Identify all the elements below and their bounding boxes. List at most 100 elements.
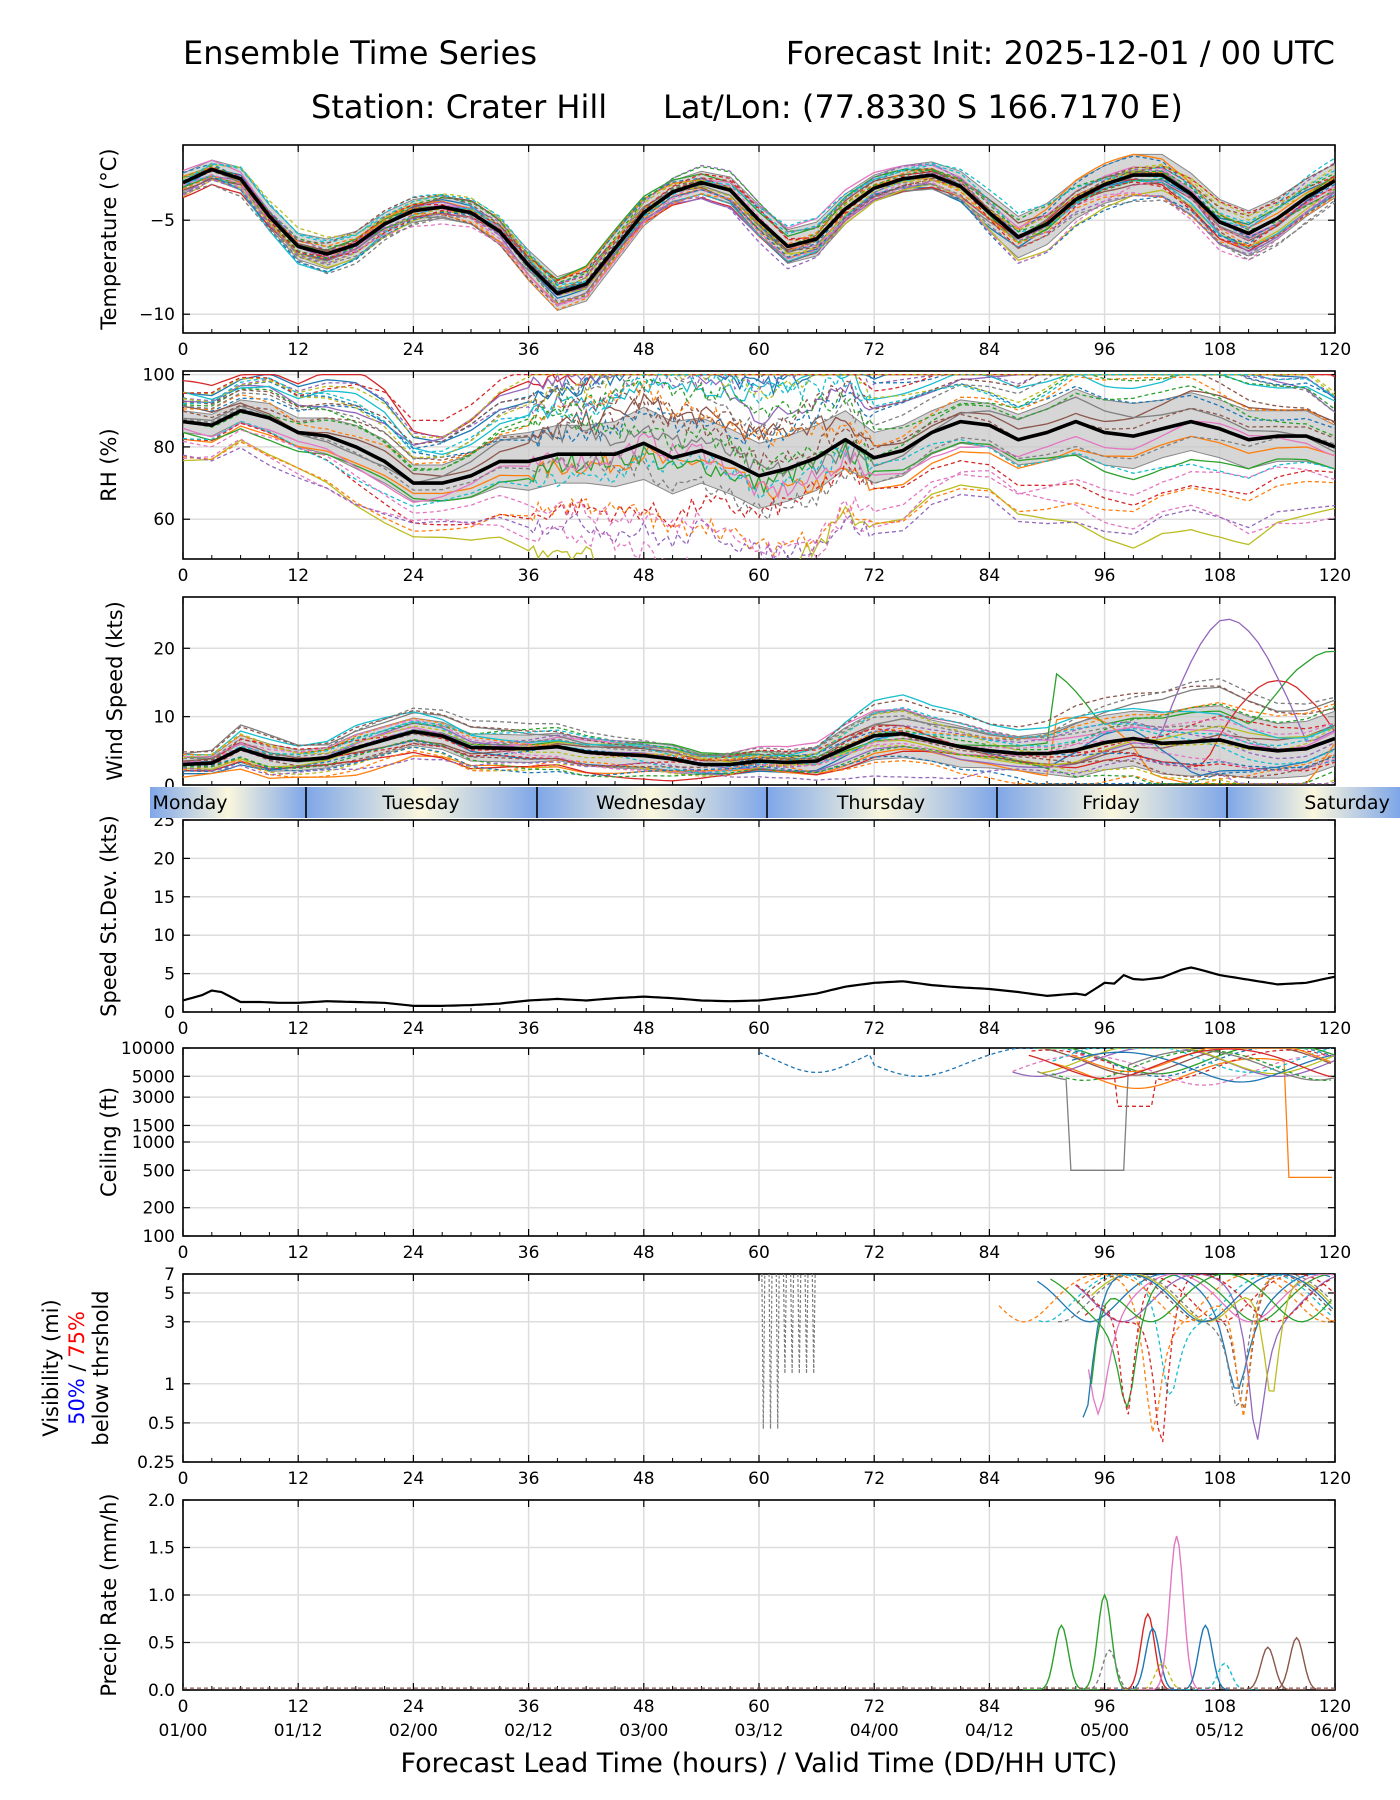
member-line — [998, 1274, 1335, 1433]
x-tick-label: 24 — [403, 566, 425, 586]
member-line — [1031, 1049, 1335, 1107]
x-tick-label: 84 — [979, 1019, 1001, 1039]
x-tick-label: 96 — [1094, 1469, 1116, 1489]
member-line — [183, 385, 1335, 474]
x-tick-label: 72 — [863, 1243, 885, 1263]
plot-area — [183, 153, 1335, 312]
member-line — [183, 373, 1335, 450]
x-tick-label: 108 — [1204, 1697, 1236, 1717]
valid-time-label: 06/00 — [1311, 1721, 1360, 1741]
member-line — [758, 1048, 1335, 1077]
x-tick-label: 120 — [1319, 1697, 1351, 1717]
member-line — [1050, 1274, 1334, 1410]
y-tick-label: 100 — [143, 1227, 175, 1247]
plot-area — [758, 1048, 1335, 1179]
precip-peak-line — [1109, 1612, 1187, 1690]
plot-area — [183, 618, 1335, 785]
precip-peak-line — [1138, 1535, 1215, 1690]
x-tick-label: 12 — [287, 1243, 309, 1263]
x-tick-label: 96 — [1094, 1697, 1116, 1717]
std-dev-line — [182, 966, 1336, 1008]
member-line — [183, 171, 1335, 297]
member-line — [183, 757, 1335, 785]
x-tick-label: 48 — [633, 340, 655, 360]
member-line — [183, 718, 1335, 766]
member-line — [797, 1274, 802, 1374]
member-line — [1084, 1274, 1335, 1417]
x-tick-label: 24 — [403, 1469, 425, 1489]
member-line — [1082, 1274, 1334, 1418]
member-line — [183, 407, 1335, 521]
x-tick-label: 72 — [863, 566, 885, 586]
member-line — [811, 1274, 816, 1374]
x-tick-label: 12 — [287, 1697, 309, 1717]
y-tick-label: 10 — [153, 708, 175, 728]
title-left: Ensemble Time Series — [183, 34, 537, 72]
y-tick-label: 5 — [164, 1284, 175, 1304]
precip-peak-line — [1114, 1627, 1191, 1690]
x-tick-label: 36 — [518, 1697, 540, 1717]
y-tick-label: 500 — [143, 1161, 175, 1181]
x-tick-label: 72 — [863, 1697, 885, 1717]
day-cell — [1227, 787, 1400, 818]
member-line — [183, 707, 1335, 768]
y-axis-label: RH (%) — [97, 428, 121, 501]
member-line — [1075, 1274, 1332, 1443]
member-line — [1036, 1048, 1335, 1075]
member-line — [183, 167, 1335, 291]
day-label-friday: Friday — [1082, 792, 1140, 814]
member-line — [183, 175, 1335, 292]
x-tick-label: 60 — [748, 1243, 770, 1263]
x-tick-label: 24 — [403, 1019, 425, 1039]
member-line — [1052, 1049, 1331, 1082]
member-line — [1037, 1274, 1331, 1390]
y-axis-label: Temperature (°C) — [97, 148, 121, 330]
day-cell — [767, 787, 997, 818]
panel-precip_rate: 0.0 0.5 1.0 1.5 2.0 Precip Rate (mm/h) — [97, 1491, 1336, 1701]
threshold-separator: / — [65, 1358, 89, 1378]
member-line — [183, 715, 1335, 766]
member-line — [183, 163, 1335, 289]
x-tick-label: 12 — [287, 1469, 309, 1489]
x-tick-label: 108 — [1204, 340, 1236, 360]
station-latlon: Lat/Lon: (77.8330 S 166.7170 E) — [663, 88, 1183, 126]
y-tick-label: 0.25 — [137, 1453, 175, 1473]
y-tick-label: 10000 — [121, 1039, 175, 1059]
member-line — [183, 161, 1335, 284]
day-cell — [306, 787, 537, 818]
valid-time-label: 04/00 — [850, 1721, 899, 1741]
y-tick-label: 10 — [153, 926, 175, 946]
member-line — [183, 710, 1335, 759]
station-name: Station: Crater Hill — [311, 88, 607, 126]
y-tick-label: 7 — [164, 1265, 175, 1285]
x-tick-label: 120 — [1319, 1469, 1351, 1489]
valid-time-label: 02/00 — [389, 1721, 438, 1741]
member-line — [1028, 1048, 1332, 1080]
x-tick-label: 0 — [178, 1243, 189, 1263]
x-tick-label: 60 — [748, 566, 770, 586]
x-tick-label: 0 — [178, 340, 189, 360]
x-tick-label: 120 — [1319, 566, 1351, 586]
day-cell — [537, 787, 767, 818]
x-tick-label: 24 — [403, 340, 425, 360]
member-line — [183, 678, 1335, 760]
y-tick-label: 5 — [164, 965, 175, 985]
valid-time-label: 01/12 — [274, 1721, 323, 1741]
spread-band — [183, 153, 1335, 312]
day-cell — [997, 787, 1227, 818]
member-line — [183, 373, 1335, 471]
y-tick-label: 1.5 — [148, 1539, 175, 1559]
day-label-wednesday: Wednesday — [596, 792, 706, 814]
panels: 0 12 24 36 48 60 72 84 96 108 120−10−5Temperature … — [39, 144, 1351, 1701]
x-tick-label: 84 — [979, 340, 1001, 360]
member-line — [1052, 1048, 1332, 1073]
y-tick-label: 1 — [164, 1375, 175, 1395]
member-line — [183, 738, 1335, 785]
y-tick-label: 0 — [164, 1003, 175, 1023]
valid-time-label: 04/12 — [965, 1721, 1014, 1741]
x-tick-label: 84 — [979, 1697, 1001, 1717]
member-line — [1053, 1057, 1333, 1179]
threshold-50-label: 50% — [65, 1378, 89, 1425]
